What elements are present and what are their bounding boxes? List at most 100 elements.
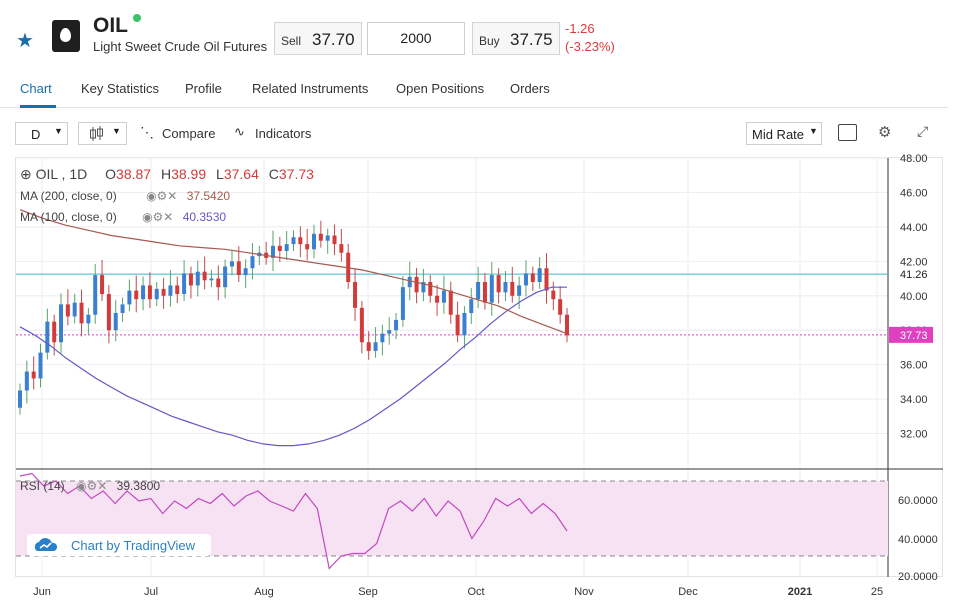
price-tick-label: 42.00 xyxy=(900,256,928,268)
candle-body xyxy=(250,256,255,269)
indicators-icon: ∿ xyxy=(234,124,245,139)
tab-related-instruments[interactable]: Related Instruments xyxy=(252,81,369,96)
tab-open-positions[interactable]: Open Positions xyxy=(396,81,485,96)
time-tick-label: Jun xyxy=(33,586,51,598)
tradingview-badge[interactable] xyxy=(27,534,211,556)
candle-body xyxy=(141,285,146,300)
candle-body xyxy=(565,314,569,336)
screenshot-icon[interactable] xyxy=(838,124,857,141)
high-value: 38.99 xyxy=(171,166,207,182)
market-open-indicator xyxy=(133,14,141,22)
candle-body xyxy=(154,288,159,300)
candle-body xyxy=(428,282,433,296)
candle-body xyxy=(182,273,187,295)
candle-body xyxy=(72,302,77,317)
tab-profile[interactable]: Profile xyxy=(185,81,222,96)
rsi-value: 39.3800 xyxy=(116,479,161,493)
chevron-down-icon: ▼ xyxy=(112,126,121,136)
time-tick-label: Oct xyxy=(467,586,484,598)
gear-icon[interactable]: ⚙ xyxy=(878,124,892,141)
indicators-button[interactable]: Indicators xyxy=(255,126,312,141)
ma100-value: 40.3530 xyxy=(182,210,227,224)
compare-button[interactable]: Compare xyxy=(162,126,216,141)
tab-chart[interactable]: Chart xyxy=(20,81,52,96)
quantity-input[interactable]: 2000 xyxy=(367,22,465,55)
candle-body xyxy=(175,285,180,295)
price-type-value: Mid Rate xyxy=(752,127,805,142)
tab-key-statistics[interactable]: Key Statistics xyxy=(81,81,160,96)
interval-select[interactable]: D ▼ xyxy=(15,122,68,145)
candle-body xyxy=(462,313,467,336)
indicator-controls-icon[interactable]: ◉⚙✕ xyxy=(146,189,178,203)
indicator-controls-icon[interactable]: ◉⚙✕ xyxy=(142,210,174,224)
candle-body xyxy=(435,295,440,303)
change-percent: (-3.23%) xyxy=(565,39,615,54)
time-tick-label: Aug xyxy=(254,586,274,598)
candle-body xyxy=(229,261,234,267)
fullscreen-icon[interactable]: ⤢ xyxy=(917,123,929,139)
high-label: H xyxy=(160,166,172,182)
candle-body xyxy=(202,271,207,281)
candle-body xyxy=(216,278,221,288)
instrument-header: ★ OIL Light Sweet Crude Oil Futures Sell… xyxy=(0,0,965,70)
open-value: 38.87 xyxy=(116,166,152,182)
active-tab-indicator xyxy=(20,105,56,108)
candle-body xyxy=(394,319,399,331)
close-value: 37.73 xyxy=(278,166,314,182)
time-tick-label: 2021 xyxy=(788,586,812,598)
price-tick-label: 36.00 xyxy=(900,360,928,372)
price-tick-label: 34.00 xyxy=(900,394,928,406)
cloud-icon xyxy=(34,538,58,551)
price-tick-label: 32.00 xyxy=(900,429,928,441)
ma100-legend: MA (100, close, 0) ◉⚙✕ 40.3530 xyxy=(20,210,226,225)
candle-body xyxy=(455,314,460,336)
candle-body xyxy=(134,290,139,300)
candle-body xyxy=(332,235,337,245)
candle-body xyxy=(18,390,22,408)
candle-body xyxy=(489,275,494,303)
candle-body xyxy=(407,276,412,288)
price-marker-label: 41.26 xyxy=(900,269,928,281)
chevron-down-icon: ▼ xyxy=(809,126,818,136)
candle-body xyxy=(530,273,535,282)
compare-icon: ⋱ xyxy=(140,124,154,140)
chart-type-select[interactable]: ▼ xyxy=(78,122,127,145)
candle-body xyxy=(448,290,453,315)
candle-body xyxy=(298,237,303,245)
ma200-legend: MA (200, close, 0) ◉⚙✕ 37.5420 xyxy=(20,189,230,204)
collapse-icon[interactable]: ⊕ xyxy=(20,166,32,182)
candle-body xyxy=(38,352,43,379)
price-tick-label: 48.00 xyxy=(900,153,928,165)
tab-orders[interactable]: Orders xyxy=(510,81,550,96)
candle-body xyxy=(510,282,515,296)
interval-value: D xyxy=(31,127,41,142)
candle-body xyxy=(325,235,330,241)
candle-body xyxy=(544,268,549,291)
candle-body xyxy=(284,244,289,251)
candle-body xyxy=(359,307,364,343)
sell-button[interactable]: Sell 37.70 xyxy=(274,22,362,55)
current-price-tag xyxy=(889,326,933,343)
chevron-down-icon: ▼ xyxy=(54,126,63,136)
buy-button[interactable]: Buy 37.75 xyxy=(472,22,560,55)
candle-body xyxy=(441,290,446,303)
candle-body xyxy=(503,282,508,293)
ma100-line xyxy=(19,286,567,447)
candle-body xyxy=(59,304,64,343)
indicator-controls-icon[interactable]: ◉⚙✕ xyxy=(76,479,108,493)
candle-body xyxy=(366,342,371,351)
ma200-line xyxy=(19,209,568,335)
price-type-select[interactable]: Mid Rate ▼ xyxy=(746,122,822,145)
favorite-star-icon[interactable]: ★ xyxy=(16,30,34,52)
candle-body xyxy=(517,285,522,296)
candle-body xyxy=(312,233,317,250)
price-change: -1.26 (-3.23%) xyxy=(565,20,615,56)
tradingview-link[interactable]: Chart by TradingView xyxy=(71,538,196,553)
candle-body xyxy=(120,304,125,313)
close-label: C xyxy=(268,166,279,182)
candle-body xyxy=(482,282,487,303)
ma100-label: MA (100, close, 0) xyxy=(20,210,117,224)
instrument-tabs: Chart Key Statistics Profile Related Ins… xyxy=(0,70,948,108)
price-tick-label: 46.00 xyxy=(900,187,928,199)
